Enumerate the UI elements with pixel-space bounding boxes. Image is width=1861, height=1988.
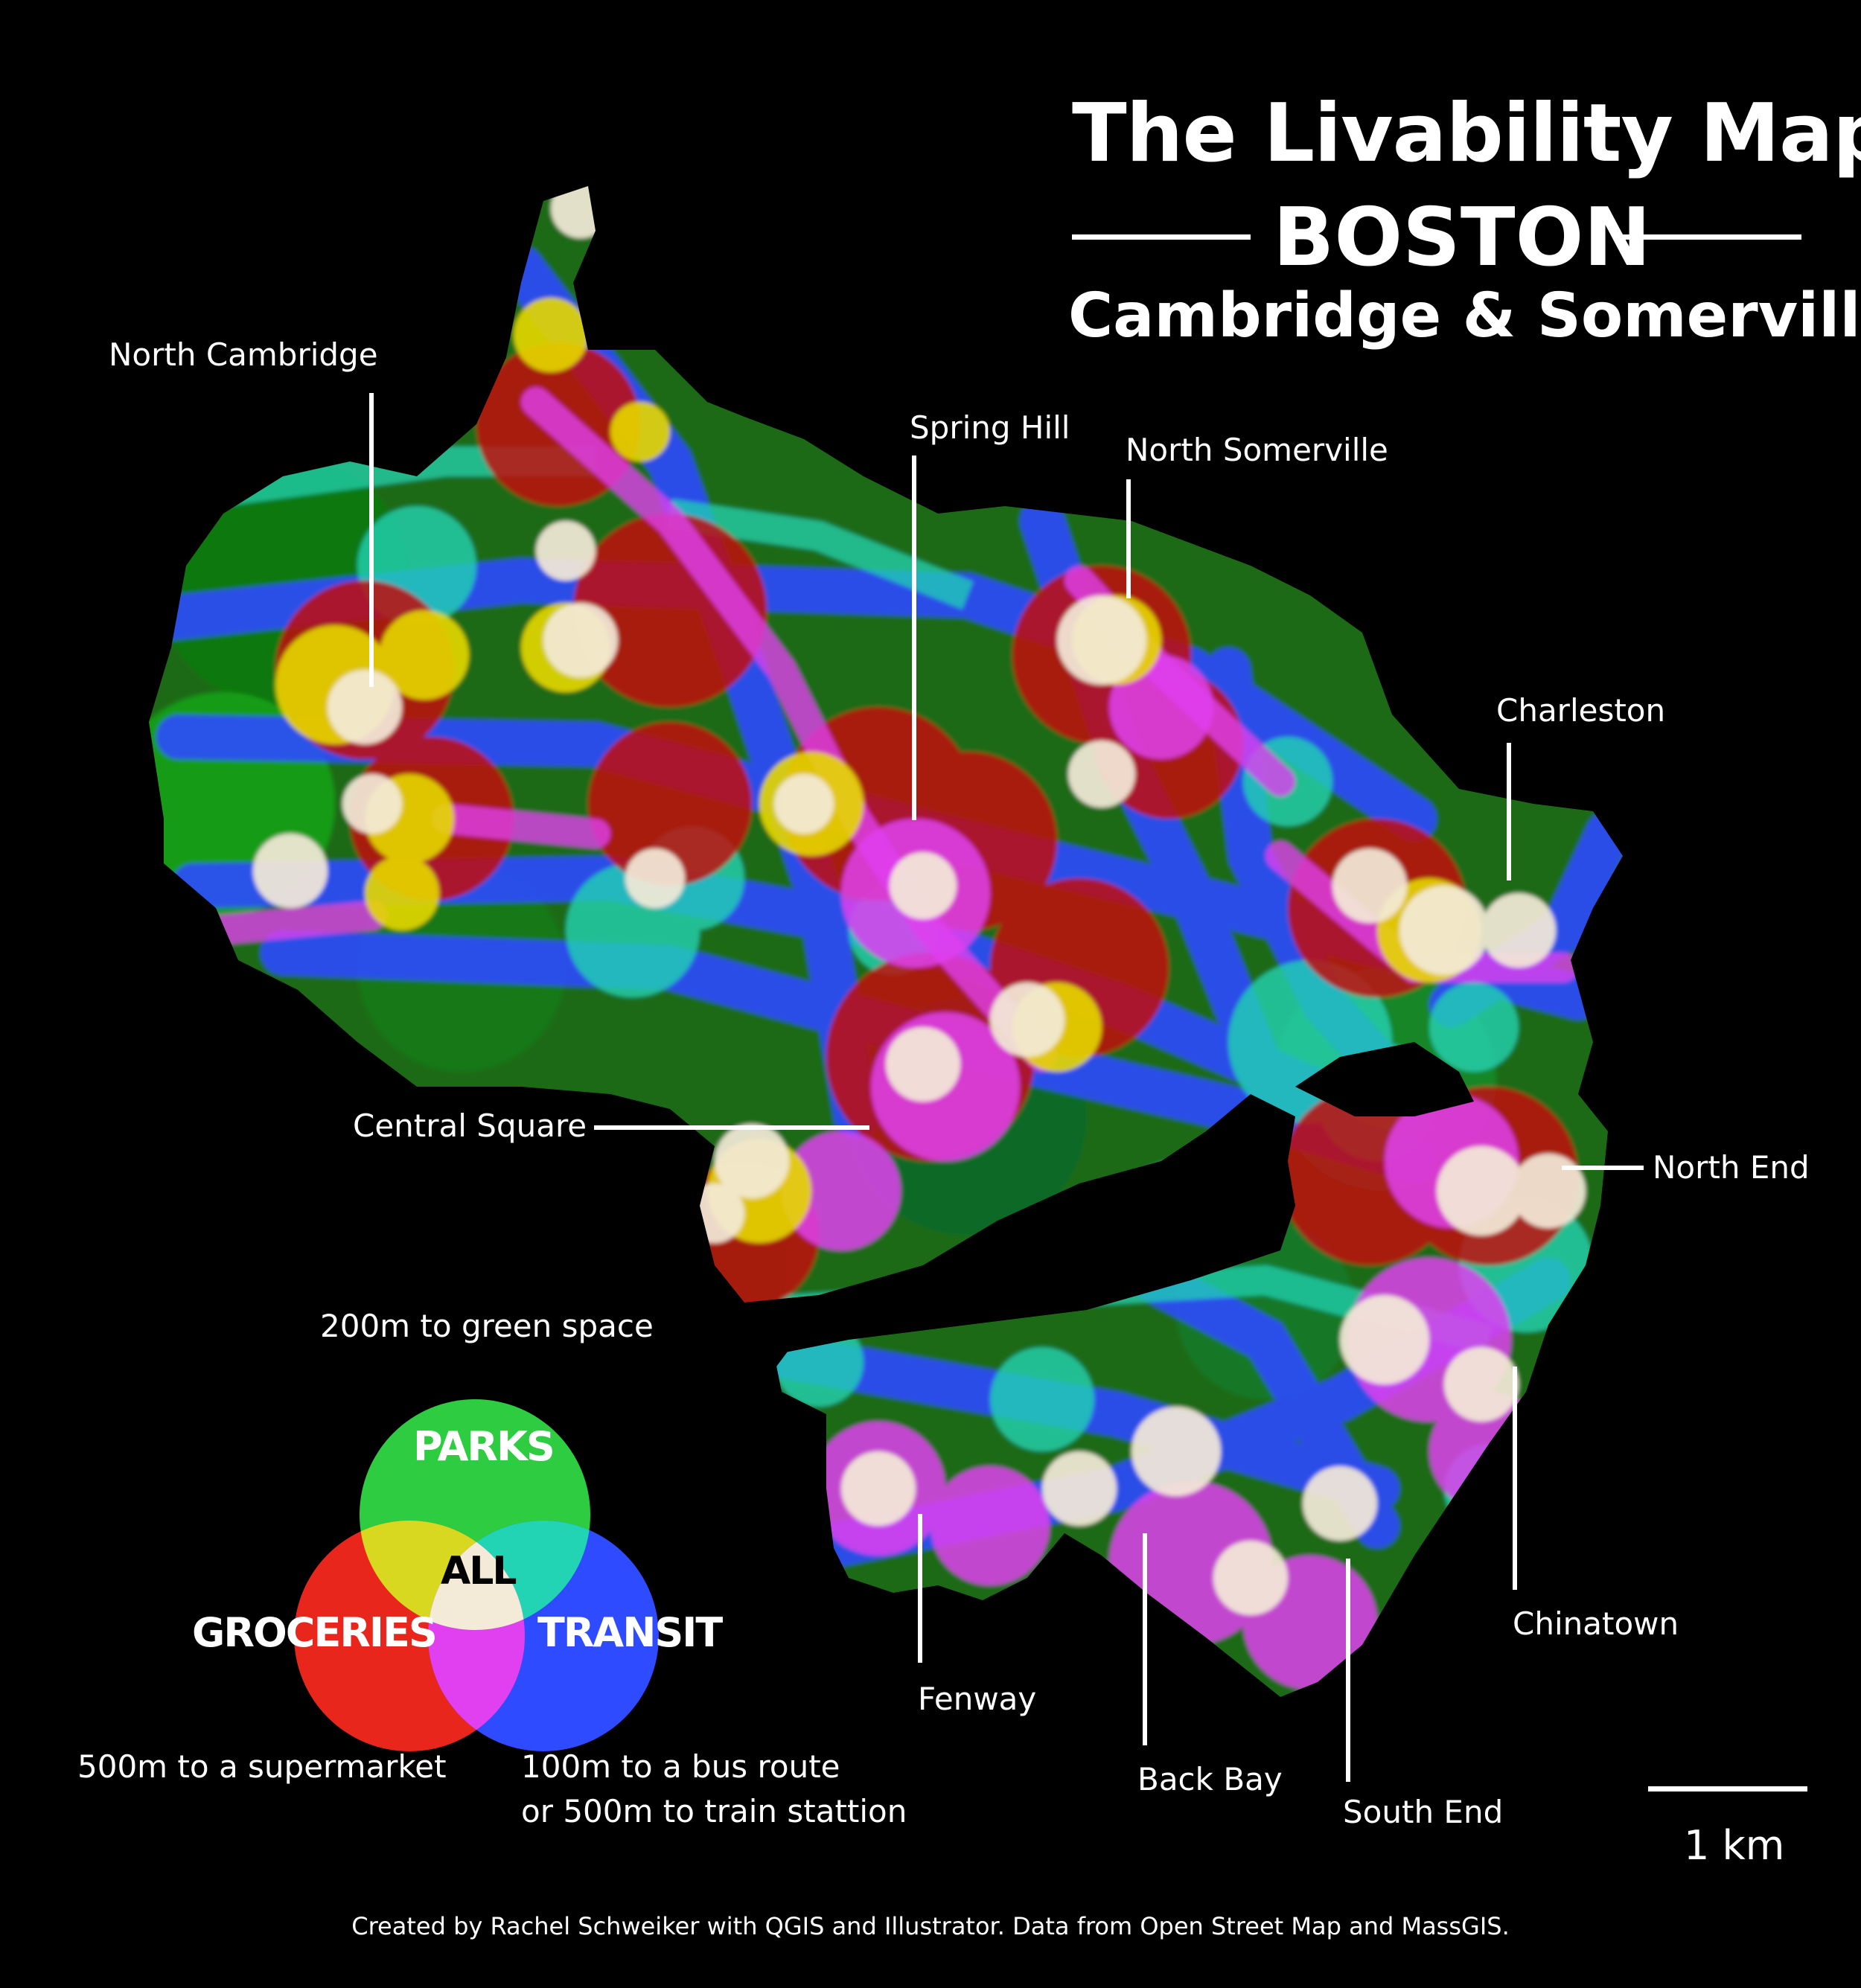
legend-venn-diagram <box>294 1399 659 1751</box>
venn-label-all: ALL <box>441 1549 517 1594</box>
label-north-somerville: North Somerville <box>1126 432 1388 468</box>
venn-label-transit: TRANSIT <box>537 1609 723 1656</box>
label-back-bay: Back Bay <box>1137 1761 1283 1797</box>
leader-north-end <box>1562 1166 1644 1170</box>
leader-spring-hill <box>912 456 916 820</box>
label-south-end: South End <box>1343 1794 1504 1830</box>
leader-north-cambridge <box>369 393 374 687</box>
label-north-end: North End <box>1653 1149 1810 1186</box>
title-rule-left <box>1072 234 1251 240</box>
legend-transit-caption-1: 100m to a bus route <box>521 1748 840 1785</box>
venn-label-parks: PARKS <box>413 1423 555 1470</box>
label-fenway: Fenway <box>918 1681 1037 1717</box>
title-city-row: BOSTON <box>1072 190 1801 287</box>
leader-fenway <box>918 1514 922 1663</box>
legend-groceries-caption: 500m to a supermarket <box>77 1748 447 1785</box>
title-rule-right <box>1623 234 1801 240</box>
label-charleston: Charleston <box>1496 692 1666 729</box>
venn-label-groceries: GROCERIES <box>192 1609 438 1656</box>
title-city: BOSTON <box>1273 191 1651 284</box>
scale-label: 1 km <box>1684 1822 1785 1869</box>
label-chinatown: Chinatown <box>1513 1605 1679 1642</box>
leader-south-end <box>1346 1559 1350 1782</box>
title-subtitle: Cambridge & Somerville <box>1068 281 1861 351</box>
credit-line: Created by Rachel Schweiker with QGIS an… <box>351 1912 1510 1940</box>
label-central-square: Central Square <box>353 1108 587 1144</box>
leader-charleston <box>1507 743 1511 880</box>
leader-central-square <box>594 1125 869 1130</box>
legend-parks-caption: 200m to green space <box>320 1308 654 1344</box>
leader-back-bay <box>1143 1533 1147 1745</box>
label-north-cambridge: North Cambridge <box>109 336 378 373</box>
label-spring-hill: Spring Hill <box>910 409 1070 446</box>
map-title: The Livability Map <box>1072 87 1861 180</box>
scale-bar <box>1648 1786 1807 1792</box>
legend-transit-caption-2: or 500m to train stattion <box>521 1793 907 1829</box>
leader-chinatown <box>1513 1367 1517 1590</box>
leader-north-somerville <box>1126 479 1131 598</box>
